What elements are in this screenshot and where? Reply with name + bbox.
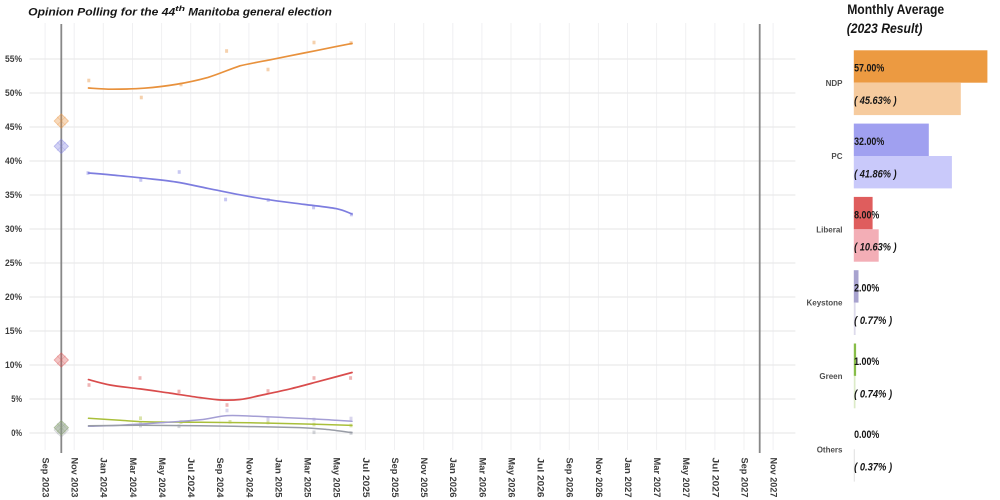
svg-text:Mar 2024: Mar 2024 xyxy=(127,458,138,499)
svg-text:May 2027: May 2027 xyxy=(680,458,691,498)
svg-text:Jan 2027: Jan 2027 xyxy=(622,458,633,498)
svg-text:May 2025: May 2025 xyxy=(331,458,342,499)
svg-text:Mar 2027: Mar 2027 xyxy=(651,458,662,498)
svg-text:Sep 2027: Sep 2027 xyxy=(738,458,749,498)
svg-text:Sep 2023: Sep 2023 xyxy=(40,458,51,498)
svg-text:Sep 2025: Sep 2025 xyxy=(389,458,400,499)
svg-text:May 2026: May 2026 xyxy=(505,458,516,498)
svg-text:Mar 2025: Mar 2025 xyxy=(302,458,313,499)
svg-text:Manitoba general election: Manitoba general election xyxy=(188,6,332,18)
svg-text:(2023 Result): (2023 Result) xyxy=(847,21,923,36)
svg-text:30%: 30% xyxy=(5,224,22,235)
svg-text:Monthly Average: Monthly Average xyxy=(847,2,944,17)
svg-text:Jan 2024: Jan 2024 xyxy=(98,458,109,499)
svg-text:Jan 2026: Jan 2026 xyxy=(447,458,458,498)
svg-text:( 45.63% ): ( 45.63% ) xyxy=(854,95,897,107)
svg-text:1.00%: 1.00% xyxy=(854,356,879,368)
svg-text:2.00%: 2.00% xyxy=(854,283,879,295)
svg-text:th: th xyxy=(175,4,186,13)
svg-text:Sep 2026: Sep 2026 xyxy=(564,458,575,498)
svg-text:55%: 55% xyxy=(5,54,22,65)
svg-text:45%: 45% xyxy=(5,122,22,133)
svg-text:Green: Green xyxy=(819,372,842,381)
svg-text:Jul 2027: Jul 2027 xyxy=(709,458,720,498)
svg-text:57.00%: 57.00% xyxy=(854,63,884,75)
svg-text:Mar 2026: Mar 2026 xyxy=(476,458,487,498)
svg-text:25%: 25% xyxy=(5,258,22,269)
svg-text:Sep 2024: Sep 2024 xyxy=(214,458,225,499)
svg-text:May 2024: May 2024 xyxy=(156,458,167,499)
svg-text:Keystone: Keystone xyxy=(806,299,843,308)
svg-text:Nov 2023: Nov 2023 xyxy=(69,458,80,498)
svg-text:( 0.37% ): ( 0.37% ) xyxy=(854,462,892,474)
svg-text:Nov 2024: Nov 2024 xyxy=(243,458,254,499)
svg-text:Opinion Polling for the 44: Opinion Polling for the 44 xyxy=(28,6,175,18)
svg-text:5%: 5% xyxy=(11,394,22,405)
svg-text:15%: 15% xyxy=(5,326,22,337)
svg-text:Jul 2025: Jul 2025 xyxy=(360,458,371,499)
svg-text:0.00%: 0.00% xyxy=(854,429,879,441)
svg-text:8.00%: 8.00% xyxy=(854,209,879,221)
svg-text:0%: 0% xyxy=(11,428,22,439)
svg-text:Nov 2025: Nov 2025 xyxy=(418,458,429,499)
svg-text:Nov 2027: Nov 2027 xyxy=(768,458,779,498)
svg-text:40%: 40% xyxy=(5,156,22,167)
svg-text:( 0.77% ): ( 0.77% ) xyxy=(854,315,892,327)
svg-text:NDP: NDP xyxy=(826,79,844,88)
svg-text:Jul 2026: Jul 2026 xyxy=(535,458,546,498)
svg-text:Jul 2024: Jul 2024 xyxy=(185,458,196,499)
svg-text:32.00%: 32.00% xyxy=(854,136,884,148)
svg-text:35%: 35% xyxy=(5,190,22,201)
svg-text:10%: 10% xyxy=(5,360,22,371)
svg-text:( 41.86% ): ( 41.86% ) xyxy=(854,168,897,180)
svg-text:Liberal: Liberal xyxy=(816,225,842,234)
svg-text:Jan 2025: Jan 2025 xyxy=(273,458,284,499)
svg-text:20%: 20% xyxy=(5,292,22,303)
svg-text:Others: Others xyxy=(817,445,843,454)
svg-text:( 0.74% ): ( 0.74% ) xyxy=(854,388,892,400)
svg-text:PC: PC xyxy=(831,152,842,161)
svg-text:50%: 50% xyxy=(5,88,22,99)
svg-text:Nov 2026: Nov 2026 xyxy=(593,458,604,498)
svg-text:( 10.63% ): ( 10.63% ) xyxy=(854,242,897,254)
